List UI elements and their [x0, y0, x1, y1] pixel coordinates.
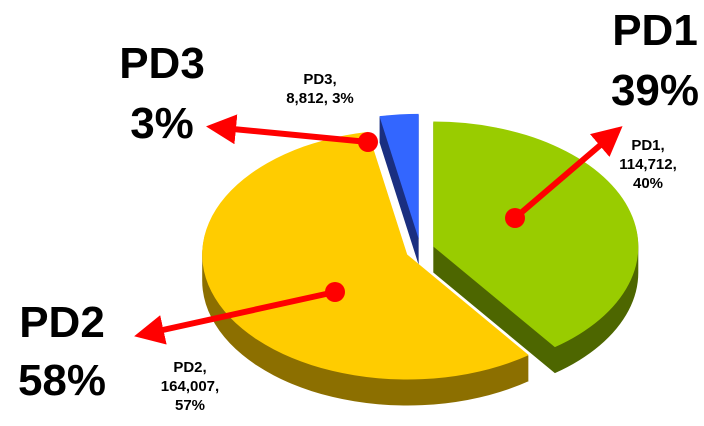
data-label-line: 164,007, — [161, 378, 219, 395]
data-label-line: PD1, — [631, 137, 664, 154]
annotation-value: 39% — [611, 66, 699, 115]
annotation-label: PD3 — [119, 39, 205, 88]
slice — [379, 113, 419, 239]
annotation-value: 3% — [130, 99, 194, 148]
data-label: PD2, 164,007, 57% — [161, 359, 219, 414]
data-label: PD3, 8,812, 3% — [286, 71, 354, 107]
annotation-label: PD2 — [19, 298, 105, 347]
data-label: PD1, 114,712, 40% — [619, 137, 677, 192]
arrow — [134, 289, 336, 345]
slice — [202, 131, 529, 380]
arrow-dot — [358, 132, 378, 152]
pie — [202, 113, 639, 406]
data-label-line: PD3, — [303, 71, 336, 88]
slice — [433, 121, 639, 348]
arrow — [513, 126, 623, 221]
arrow-dot — [325, 282, 345, 302]
annotation-label: PD1 — [612, 6, 698, 55]
data-label-line: 57% — [175, 397, 205, 414]
data-label-line: PD2, — [173, 359, 206, 376]
annotation-value: 58% — [18, 356, 106, 405]
data-label-line: 8,812, 3% — [286, 90, 354, 107]
arrow-dot — [505, 208, 525, 228]
data-label-line: 114,712, — [619, 156, 677, 173]
annotations: PD1, 114,712, 40% PD2, 164,007, 57% PD3, 8,812,… — [18, 6, 699, 414]
arrow — [206, 114, 369, 145]
data-label-line: 40% — [633, 175, 663, 192]
